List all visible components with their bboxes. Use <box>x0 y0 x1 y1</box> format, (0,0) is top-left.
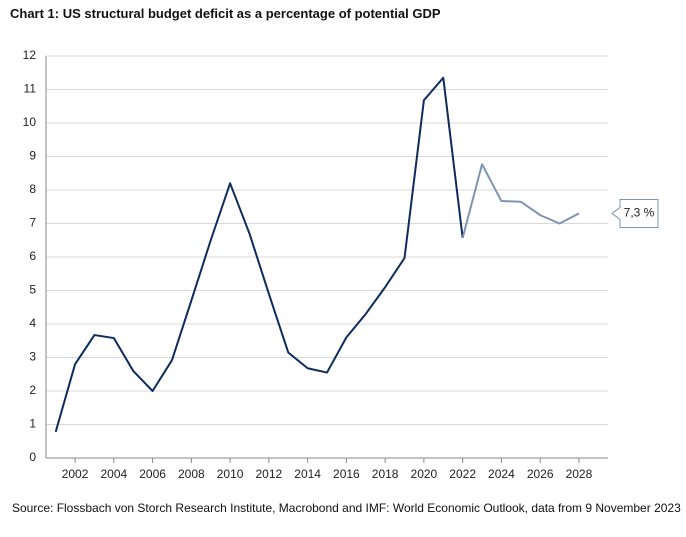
y-tick-label: 9 <box>29 149 36 163</box>
x-tick-label: 2012 <box>256 467 283 481</box>
y-tick-label: 8 <box>29 182 36 196</box>
callout-label: 7,3 % <box>624 206 655 220</box>
line-series <box>461 163 580 239</box>
y-tick-label: 5 <box>29 283 36 297</box>
x-tick-label: 2006 <box>139 467 166 481</box>
chart-title: Chart 1: US structural budget deficit as… <box>10 6 441 21</box>
y-tick-label: 10 <box>23 115 37 129</box>
y-tick-label: 4 <box>29 316 36 330</box>
x-tick-label: 2020 <box>411 467 438 481</box>
y-tick-label: 7 <box>29 216 36 230</box>
x-tick-label: 2018 <box>372 467 399 481</box>
x-tick-label: 2002 <box>62 467 89 481</box>
source-note: Source: Flossbach von Storch Research In… <box>12 501 681 515</box>
x-tick-label: 2004 <box>100 467 127 481</box>
x-tick-label: 2028 <box>566 467 593 481</box>
x-tick-label: 2008 <box>178 467 205 481</box>
y-tick-label: 6 <box>29 249 36 263</box>
x-tick-label: 2016 <box>333 467 360 481</box>
x-tick-label: 2014 <box>294 467 321 481</box>
x-tick-label: 2022 <box>449 467 476 481</box>
y-tick-label: 12 <box>23 48 37 62</box>
line-series <box>54 76 464 433</box>
callout-box <box>611 198 659 228</box>
x-tick-label: 2026 <box>527 467 554 481</box>
y-tick-label: 11 <box>24 82 37 96</box>
y-tick-label: 3 <box>29 350 36 364</box>
x-tick-label: 2024 <box>488 467 515 481</box>
y-tick-label: 1 <box>29 417 36 431</box>
x-tick-label: 2010 <box>217 467 244 481</box>
y-tick-label: 0 <box>29 450 36 464</box>
y-tick-label: 2 <box>29 383 36 397</box>
